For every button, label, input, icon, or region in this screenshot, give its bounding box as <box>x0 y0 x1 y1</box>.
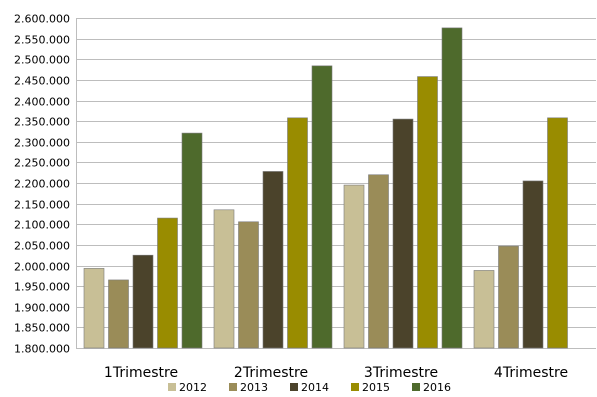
y-tick-label: 2.550.000 <box>14 34 70 47</box>
legend-swatch-2016 <box>412 383 420 391</box>
y-tick-label: 2.350.000 <box>14 116 70 129</box>
bar-2016-2 <box>441 27 463 349</box>
legend-swatch-2012 <box>168 383 176 391</box>
y-tick-label: 1.950.000 <box>14 281 70 294</box>
bar-2013-2 <box>368 174 389 349</box>
legend-label-2016: 2016 <box>423 381 451 394</box>
category-label: 2Trimestre <box>234 365 308 381</box>
y-tick-label: 2.150.000 <box>14 199 70 212</box>
legend-label-2012: 2012 <box>179 381 207 394</box>
bar-2012-1 <box>213 209 235 349</box>
bar-2014-0 <box>132 254 154 349</box>
bar-2015-3 <box>547 117 568 349</box>
bar-2012-3 <box>473 270 495 349</box>
category-labels: 1Trimestre 2Trimestre 3Trimestre 4Trimestre <box>104 365 568 381</box>
bar-2014-1 <box>262 171 284 349</box>
y-tick-label: 1.800.000 <box>14 343 70 356</box>
category-label: 1Trimestre <box>104 365 178 381</box>
legend-label-2015: 2015 <box>362 381 390 394</box>
bar-2015-0 <box>157 217 178 349</box>
y-tick-label: 2.100.000 <box>14 219 70 232</box>
y-tick-label: 2.000.000 <box>14 261 70 274</box>
bars <box>83 27 568 349</box>
legend-label-2014: 2014 <box>301 381 329 394</box>
y-tick-label: 1.850.000 <box>14 322 70 335</box>
bar-2013-1 <box>238 221 259 349</box>
bar-2012-0 <box>83 268 105 349</box>
y-tick-label: 2.300.000 <box>14 137 70 150</box>
bar-2015-2 <box>417 76 438 349</box>
bar-2016-0 <box>181 132 203 349</box>
bar-2016-1 <box>311 65 333 349</box>
y-tick-label: 2.500.000 <box>14 54 70 67</box>
y-tick-label: 2.250.000 <box>14 157 70 170</box>
bar-2013-3 <box>498 245 519 349</box>
y-tick-label: 1.900.000 <box>14 302 70 315</box>
y-tick-label: 2.200.000 <box>14 178 70 191</box>
legend-swatch-2015 <box>351 383 359 391</box>
bar-2014-2 <box>392 118 414 349</box>
legend: 2012 2013 2014 2015 2016 <box>168 381 451 394</box>
y-tick-label: 2.600.000 <box>14 13 70 26</box>
y-tick-label: 2.050.000 <box>14 240 70 253</box>
legend-swatch-2013 <box>229 383 237 391</box>
y-tick-label: 2.450.000 <box>14 75 70 88</box>
legend-swatch-2014 <box>290 383 298 391</box>
bar-2012-2 <box>343 184 365 349</box>
legend-label-2013: 2013 <box>240 381 268 394</box>
category-label: 4Trimestre <box>494 365 568 381</box>
bar-2014-3 <box>522 180 544 349</box>
y-tick-label: 2.400.000 <box>14 96 70 109</box>
bar-2013-0 <box>108 279 129 349</box>
category-label: 3Trimestre <box>364 365 438 381</box>
bar-2015-1 <box>287 117 308 349</box>
y-axis-tick-labels: 1.800.000 1.850.000 1.900.000 1.950.000 2.00… <box>14 13 70 356</box>
